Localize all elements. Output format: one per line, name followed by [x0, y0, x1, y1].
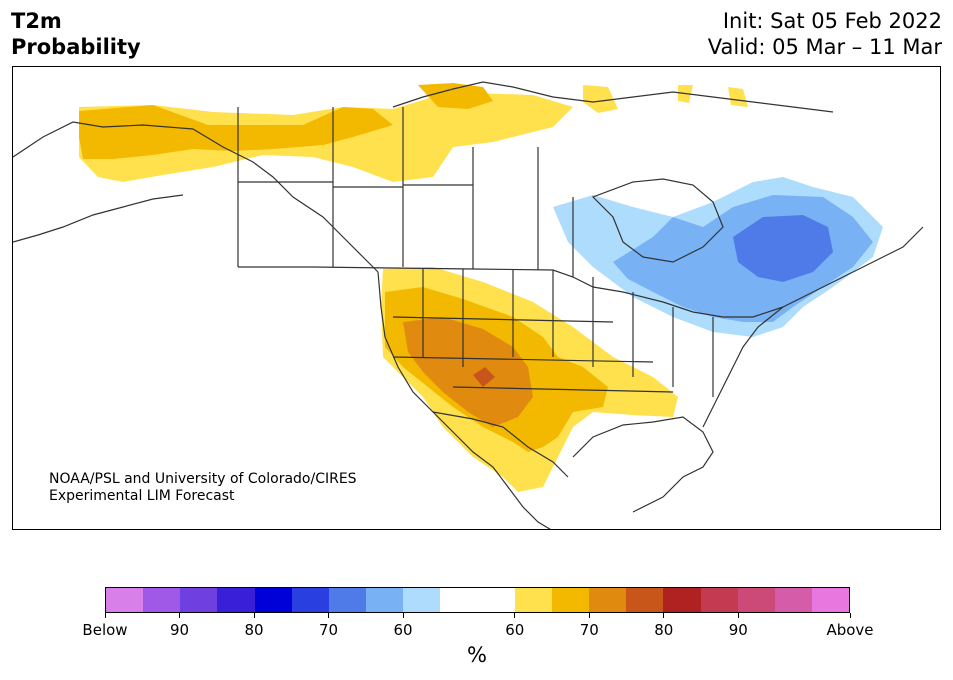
colorbar-swatch — [143, 588, 181, 612]
colorbar-swatch — [254, 588, 292, 612]
warm-area-arctic-4 — [728, 87, 748, 107]
colorbar-tick-label: Above — [826, 621, 874, 639]
colorbar-units: % — [467, 643, 487, 667]
credit-line-2: Experimental LIM Forecast — [49, 488, 235, 504]
credit-line-1: NOAA/PSL and University of Colorado/CIRE… — [49, 471, 357, 487]
colorbar-swatch — [477, 588, 515, 612]
colorbar-swatch — [663, 588, 701, 612]
colorbar-tick-mark — [849, 613, 851, 618]
boundaries — [13, 81, 924, 529]
title-probability: Probability — [11, 35, 141, 59]
colorbar-tick-mark — [663, 613, 665, 618]
map-title: T2m Probability — [11, 8, 141, 60]
colorbar-swatch — [180, 588, 218, 612]
colorbar-tick-label: Below — [82, 621, 128, 639]
colorbar-tick-label: 90 — [728, 621, 748, 639]
colorbar-swatch — [774, 588, 812, 612]
us-states — [392, 269, 714, 397]
colorbar-swatch — [440, 588, 478, 612]
colorbar-swatch — [811, 588, 850, 612]
colorbar-tick-label: 70 — [318, 621, 339, 639]
warm-area-arctic-1 — [418, 83, 493, 109]
cold-75-east — [733, 215, 833, 282]
colorbar-swatch — [328, 588, 367, 612]
colorbar-swatch — [366, 588, 404, 612]
colorbar-tick-mark — [253, 613, 255, 618]
colorbar-swatch — [514, 588, 552, 612]
colorbar-tick-label: 70 — [579, 621, 599, 639]
colorbar-tick-label: 60 — [393, 621, 413, 639]
colorbar-tick-mark — [737, 613, 739, 618]
date-info: Init: Sat 05 Feb 2022 Valid: 05 Mar – 11… — [708, 8, 942, 60]
coastline-arctic — [392, 81, 834, 113]
colorbar-swatch — [737, 588, 775, 612]
colorbar-tick-label: 80 — [244, 621, 264, 639]
title-variable: T2m — [11, 9, 62, 33]
border-us-mexico — [432, 411, 569, 478]
colorbar-swatch — [700, 588, 738, 612]
colorbar-swatch — [551, 588, 590, 612]
probability-colorbar — [105, 587, 850, 613]
valid-range: Valid: 05 Mar – 11 Mar — [707, 35, 942, 59]
colorbar-tick-mark — [104, 613, 106, 618]
warm-75-southwest — [473, 367, 495, 387]
colorbar-tick-label: 80 — [654, 621, 674, 639]
colorbar-tick-label: 60 — [505, 621, 525, 639]
colorbar-swatch — [291, 588, 329, 612]
colorbar-swatch — [217, 588, 255, 612]
warm-area-arctic-2 — [583, 85, 618, 113]
colorbar-tick-label: 90 — [169, 621, 190, 639]
map-canvas: NOAA/PSL and University of Colorado/CIRE… — [13, 81, 924, 529]
coastline-gulf — [572, 416, 714, 513]
colorbar-tick-mark — [514, 613, 516, 618]
coastline-pacific — [377, 271, 551, 529]
probability-shading — [79, 83, 883, 492]
colorbar-swatch — [589, 588, 627, 612]
colorbar-tick-mark — [402, 613, 404, 618]
canada-provinces — [238, 107, 574, 277]
warm-70-southwest — [403, 317, 533, 427]
colorbar-tick-mark — [179, 613, 180, 618]
coastline-hudson-bay — [591, 178, 724, 263]
colorbar-swatch — [106, 588, 144, 612]
colorbar-tick-mark — [328, 613, 329, 618]
colorbar-tick-mark — [588, 613, 590, 618]
colorbar-swatch — [403, 588, 441, 612]
warm-60-alaska — [79, 105, 393, 159]
coastline-aleutians — [13, 194, 184, 243]
forecast-map: NOAA/PSL and University of Colorado/CIRE… — [12, 66, 941, 530]
colorbar-swatch — [626, 588, 664, 612]
init-date: Init: Sat 05 Feb 2022 — [722, 9, 942, 33]
